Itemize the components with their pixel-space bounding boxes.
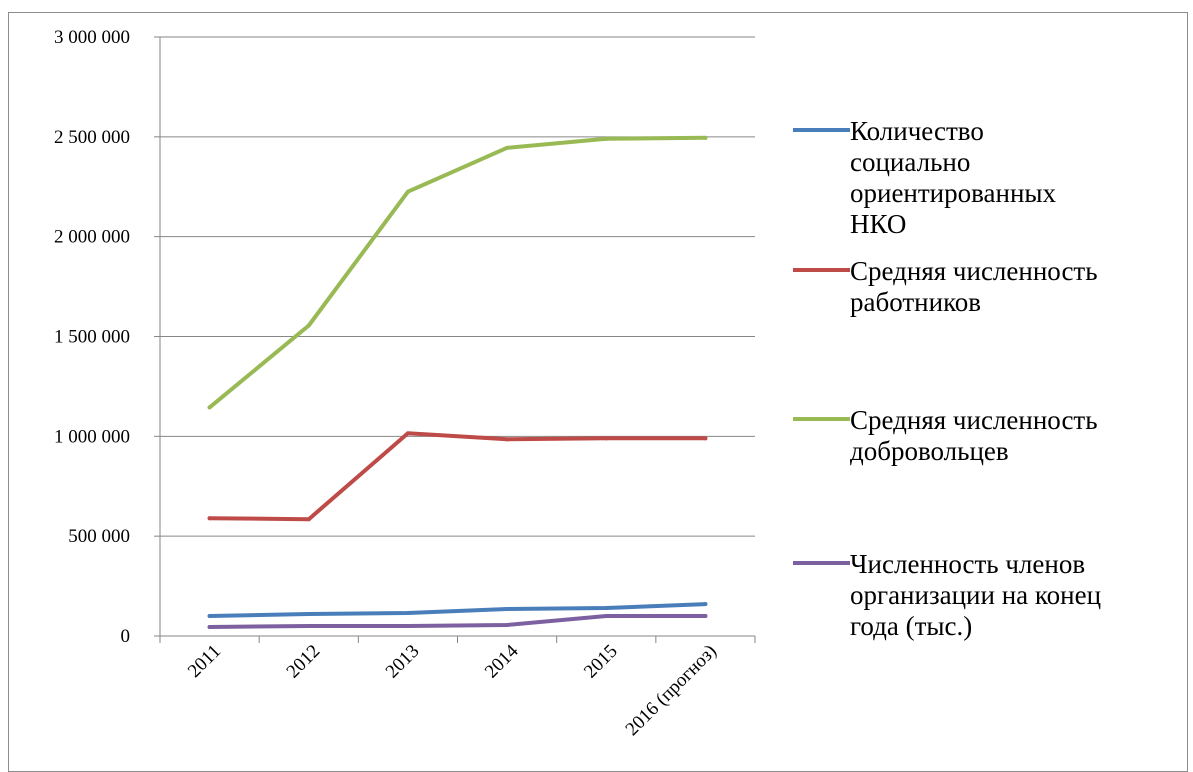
data-point bbox=[405, 189, 410, 194]
data-point bbox=[505, 145, 510, 150]
series-line-3 bbox=[207, 135, 708, 410]
data-point bbox=[604, 614, 609, 619]
data-point bbox=[207, 516, 212, 521]
legend-label: работников bbox=[850, 287, 981, 317]
legend-label: Средняя численность bbox=[850, 405, 1098, 435]
x-tick-label: 2014 bbox=[481, 640, 523, 682]
y-tick-label: 3 000 000 bbox=[54, 27, 130, 48]
data-point bbox=[306, 323, 311, 328]
legend-label: Средняя численность bbox=[850, 256, 1098, 286]
x-tick-label: 2015 bbox=[580, 641, 622, 683]
x-tick-label: 2011 bbox=[184, 641, 225, 682]
data-point bbox=[405, 431, 410, 436]
data-point bbox=[703, 614, 708, 619]
legend-label: ориентированных bbox=[850, 178, 1057, 208]
y-tick-label: 1 000 000 bbox=[54, 426, 130, 447]
data-point bbox=[505, 623, 510, 628]
data-point bbox=[505, 607, 510, 612]
data-point bbox=[207, 614, 212, 619]
legend-label: НКО bbox=[850, 209, 906, 239]
x-tick-label: 2016 (прогноз) bbox=[622, 641, 721, 740]
y-tick-label: 500 000 bbox=[68, 526, 130, 547]
data-point bbox=[207, 405, 212, 410]
data-point bbox=[405, 611, 410, 616]
data-point bbox=[306, 517, 311, 522]
data-point bbox=[703, 436, 708, 441]
series-line-4 bbox=[207, 614, 708, 629]
legend-label: года (тыс.) bbox=[850, 611, 972, 641]
y-tick-label: 0 bbox=[121, 626, 131, 647]
data-point bbox=[306, 624, 311, 629]
legend-label: социально bbox=[850, 147, 970, 177]
x-tick-label: 2012 bbox=[283, 641, 325, 683]
legend-label: Численность членов bbox=[850, 549, 1085, 579]
data-point bbox=[306, 612, 311, 617]
y-tick-label: 2 000 000 bbox=[54, 227, 130, 248]
series-line-1 bbox=[207, 602, 708, 618]
x-tick-label: 2013 bbox=[382, 641, 424, 683]
legend-label: добровольцев bbox=[850, 436, 1009, 466]
data-point bbox=[604, 606, 609, 611]
data-point bbox=[604, 136, 609, 141]
series-line-2 bbox=[207, 431, 708, 522]
data-point bbox=[207, 625, 212, 630]
data-point bbox=[703, 602, 708, 607]
y-tick-label: 2 500 000 bbox=[54, 127, 130, 148]
legend-label: Количество bbox=[850, 116, 984, 146]
data-point bbox=[604, 436, 609, 441]
data-point bbox=[405, 624, 410, 629]
data-point bbox=[703, 135, 708, 140]
y-tick-label: 1 500 000 bbox=[54, 327, 130, 348]
legend-label: организации на конец bbox=[850, 580, 1101, 610]
data-point bbox=[505, 437, 510, 442]
